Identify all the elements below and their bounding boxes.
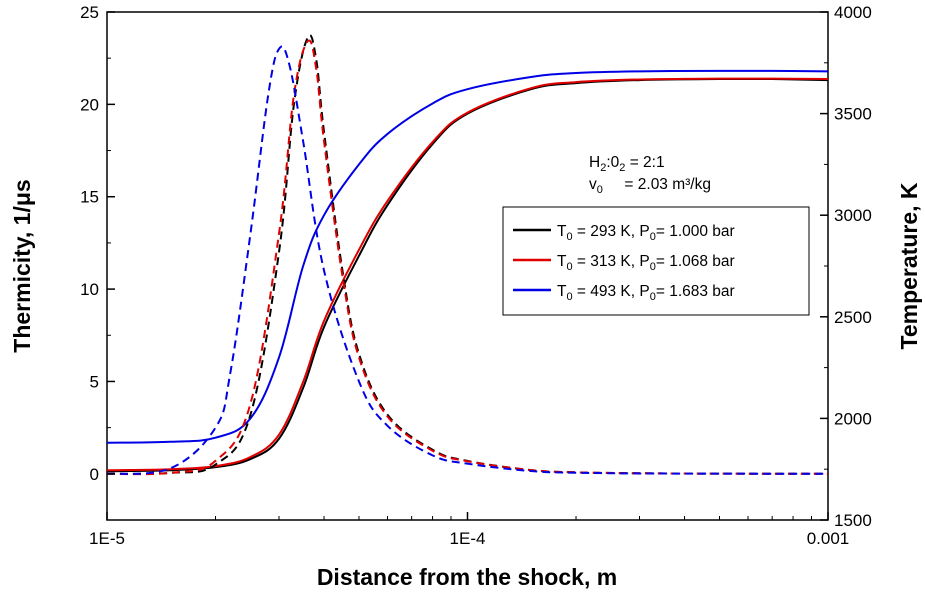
legend-label: T0 = 493 K, P0= 1.683 bar: [557, 283, 735, 303]
legend-label: T0 = 313 K, P0= 1.068 bar: [557, 253, 735, 273]
x-tick-label: 1E-5: [89, 529, 125, 548]
y-left-tick-label: 10: [80, 280, 99, 299]
series-layer: [106, 34, 829, 476]
y-left-tick-label: 15: [80, 188, 99, 207]
annotation-line-1: H2:02 = 2:1: [589, 154, 665, 174]
y-right-tick-label: 3000: [834, 206, 872, 225]
y-right-tick-label: 1500: [834, 511, 872, 530]
mixture-annotation: H2:02 = 2:1 v0 = 2.03 m³/kg: [589, 154, 711, 196]
y-right-tick-label: 2500: [834, 308, 872, 327]
x-tick-label: 0.001: [807, 529, 850, 548]
ticks-layer: 1E-5 1E-4 0.001 0 5 10 15 20 25 1500 2000 2500 3000 3…: [80, 3, 872, 548]
legend-entry: T0 = 293 K, P0= 1.000 bar: [513, 223, 735, 243]
y-right-tick-label: 3500: [834, 105, 872, 124]
legend-box: [502, 206, 810, 316]
y-right-tick-label: 2000: [834, 409, 872, 428]
annotation-line-2: v0 = 2.03 m³/kg: [589, 176, 711, 196]
x-axis-title: Distance from the shock, m: [317, 564, 617, 590]
y-left-tick-label: 0: [90, 465, 99, 484]
series-line-thermicity-4: [106, 39, 829, 476]
y-right-axis-title: Temperature, K: [896, 182, 922, 349]
y-left-tick-label: 20: [80, 95, 99, 114]
legend-entry: T0 = 313 K, P0= 1.068 bar: [513, 253, 735, 273]
series-line-temperature-1: [106, 77, 829, 472]
legend-entry: T0 = 493 K, P0= 1.683 bar: [513, 283, 735, 303]
legend-label: T0 = 293 K, P0= 1.000 bar: [557, 223, 735, 243]
y-left-axis-title: Thermicity, 1/μs: [9, 179, 35, 352]
y-left-tick-label: 5: [90, 372, 99, 391]
y-right-tick-label: 4000: [834, 3, 872, 22]
series-line-thermicity-5: [106, 45, 829, 475]
x-tick-label: 1E-4: [450, 529, 486, 548]
y-left-tick-label: 25: [80, 3, 99, 22]
legend: T0 = 293 K, P0= 1.000 bar T0 = 313 K, P0…: [502, 206, 810, 316]
